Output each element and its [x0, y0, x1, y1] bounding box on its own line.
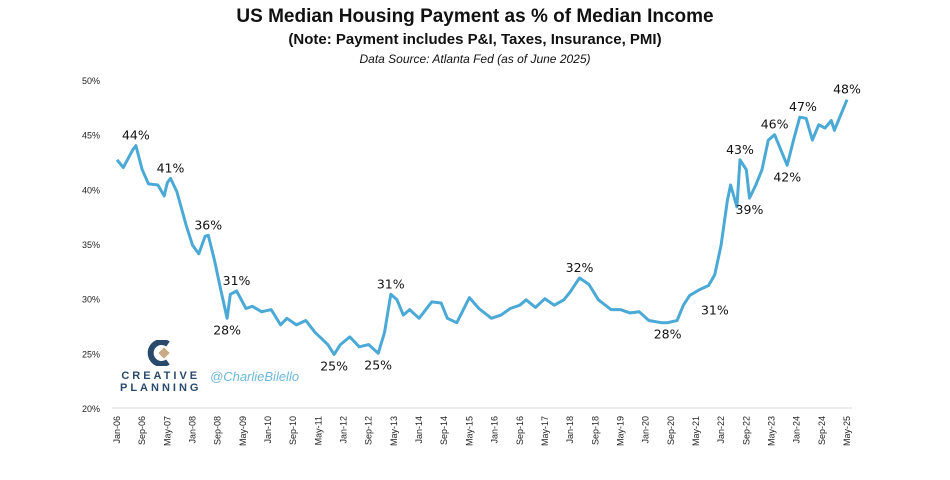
x-tick-label: Jan-20 [641, 416, 651, 444]
logo-line2: PLANNING [120, 382, 202, 394]
y-tick-label: 40% [82, 185, 100, 195]
data-label: 31% [223, 273, 251, 288]
x-tick-label: Jan-18 [565, 416, 575, 444]
data-label: 25% [364, 357, 392, 372]
data-label: 44% [122, 128, 150, 143]
data-label: 46% [761, 117, 789, 132]
x-tick-label: May-15 [464, 416, 474, 446]
x-tick-label: May-13 [389, 416, 399, 446]
x-tick-label: Sep-16 [515, 416, 525, 445]
data-label: 28% [654, 327, 682, 342]
data-label: 39% [736, 202, 764, 217]
data-label: 43% [726, 142, 754, 157]
y-tick-label: 50% [82, 76, 100, 86]
author-handle: @CharlieBilello [210, 369, 300, 384]
x-tick-label: Sep-20 [666, 416, 676, 445]
logo-line1: CREATIVE [121, 370, 201, 382]
x-tick-label: May-23 [766, 416, 776, 446]
x-tick-label: Jan-08 [188, 416, 198, 444]
data-label: 47% [789, 99, 817, 114]
data-label: 41% [157, 160, 185, 175]
x-tick-label: Jan-16 [490, 416, 500, 444]
x-tick-label: May-11 [313, 416, 323, 445]
x-tick-label: May-07 [162, 416, 172, 446]
x-tick-label: Sep-06 [137, 416, 147, 445]
x-tick-label: May-17 [540, 416, 550, 446]
x-tick-label: May-21 [691, 416, 701, 446]
y-tick-label: 25% [82, 349, 100, 359]
data-label: 32% [566, 260, 594, 275]
y-tick-label: 20% [82, 404, 100, 414]
x-tick-label: Jan-22 [716, 416, 726, 444]
series-line [115, 99, 849, 356]
x-tick-label: Sep-10 [288, 416, 298, 445]
x-tick-label: Sep-22 [741, 416, 751, 445]
x-tick-label: Jan-12 [339, 416, 349, 444]
x-tick-label: May-25 [842, 416, 852, 446]
data-source: Data Source: Atlanta Fed (as of June 202… [359, 52, 591, 66]
chart-subtitle: (Note: Payment includes P&I, Taxes, Insu… [288, 31, 662, 48]
chart-title: US Median Housing Payment as % of Median… [236, 6, 714, 27]
data-label: 31% [701, 303, 729, 318]
data-label: 25% [320, 358, 348, 373]
x-tick-label: Jan-10 [263, 416, 273, 444]
data-label: 28% [213, 322, 241, 337]
x-tick-label: Sep-08 [213, 416, 223, 445]
logo-icon [147, 340, 170, 366]
x-tick-label: Jan-06 [112, 416, 122, 444]
x-tick-label: May-09 [238, 416, 248, 446]
y-tick-label: 35% [82, 240, 100, 250]
x-tick-label: Sep-18 [590, 416, 600, 445]
x-tick-label: Jan-14 [414, 416, 424, 444]
creative-planning-logo: CREATIVE PLANNING [120, 340, 201, 394]
data-label: 48% [833, 82, 861, 97]
y-tick-label: 30% [82, 295, 100, 305]
x-tick-label: Sep-12 [364, 416, 374, 445]
data-label: 31% [377, 276, 405, 291]
data-label: 42% [773, 169, 801, 184]
x-tick-label: Sep-14 [439, 416, 449, 445]
data-label: 36% [194, 217, 222, 232]
x-tick-label: Jan-24 [792, 416, 802, 444]
x-tick-label: May-19 [615, 416, 625, 446]
x-tick-label: Sep-24 [817, 416, 827, 445]
y-tick-label: 45% [82, 131, 100, 141]
